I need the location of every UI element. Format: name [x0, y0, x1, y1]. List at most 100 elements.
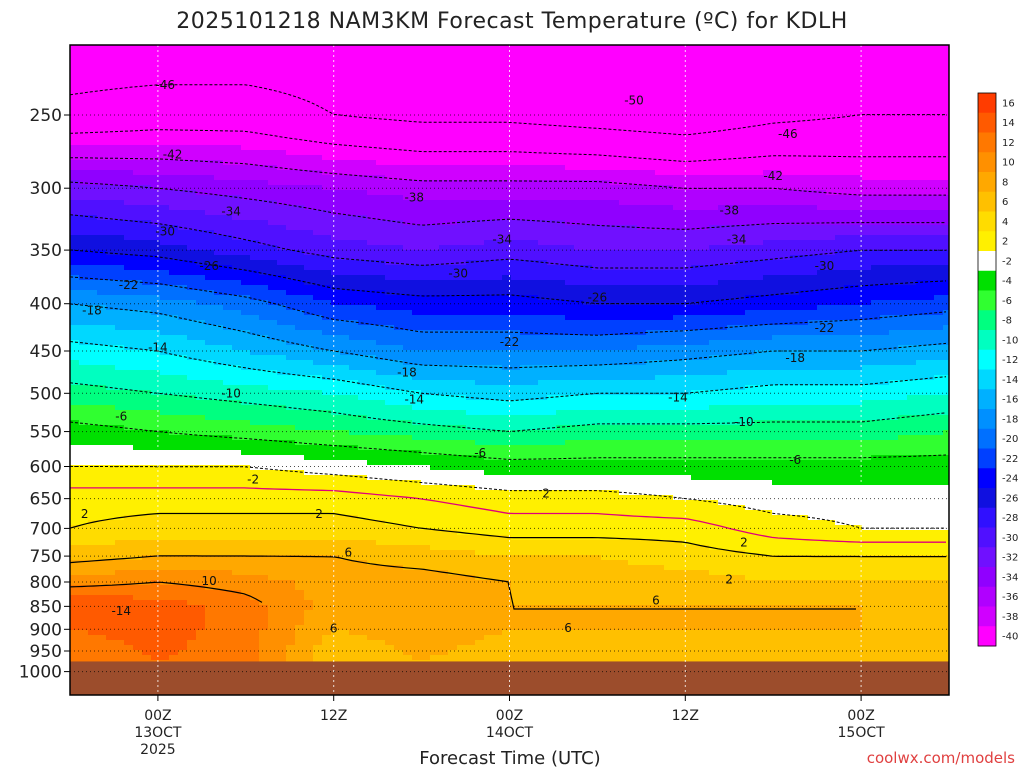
temperature-cell	[214, 350, 224, 356]
temperature-cell	[196, 540, 206, 546]
temperature-cell	[277, 455, 287, 461]
temperature-cell	[241, 615, 251, 621]
temperature-cell	[169, 600, 179, 606]
temperature-cell	[313, 430, 323, 436]
temperature-cell	[232, 290, 242, 296]
temperature-cell	[385, 605, 395, 611]
temperature-cell	[403, 435, 413, 441]
temperature-cell	[241, 75, 251, 81]
temperature-cell	[313, 630, 323, 636]
temperature-cell	[79, 560, 89, 566]
temperature-cell	[367, 230, 377, 236]
temperature-cell	[232, 425, 242, 431]
temperature-cell	[133, 455, 143, 461]
temperature-cell	[169, 305, 179, 311]
temperature-cell	[214, 90, 224, 96]
temperature-cell	[79, 280, 89, 286]
temperature-cell	[241, 195, 251, 201]
temperature-cell	[106, 365, 116, 371]
temperature-cell	[277, 240, 287, 246]
temperature-cell	[160, 105, 170, 111]
temperature-cell	[250, 275, 260, 281]
temperature-cell	[205, 265, 215, 271]
temperature-cell	[88, 565, 98, 571]
temperature-cell	[214, 195, 224, 201]
temperature-cell	[115, 360, 125, 366]
temperature-cell	[277, 640, 287, 646]
temperature-cell	[394, 320, 404, 326]
temperature-cell	[295, 510, 305, 516]
temperature-cell	[133, 280, 143, 286]
temperature-cell	[70, 555, 80, 561]
temperature-cell	[394, 290, 404, 296]
temperature-cell	[160, 380, 170, 386]
temperature-cell	[295, 460, 305, 466]
temperature-cell	[79, 370, 89, 376]
temperature-cell	[403, 50, 413, 56]
temperature-cell	[160, 185, 170, 191]
temperature-cell	[124, 645, 134, 651]
temperature-cell	[322, 455, 332, 461]
temperature-cell	[97, 640, 107, 646]
temperature-cell	[133, 130, 143, 136]
temperature-cell	[331, 485, 341, 491]
temperature-cell	[223, 600, 233, 606]
temperature-cell	[358, 575, 368, 581]
temperature-cell	[385, 390, 395, 396]
temperature-cell	[268, 290, 278, 296]
temperature-cell	[286, 290, 296, 296]
temperature-cell	[403, 410, 413, 416]
temperature-cell	[106, 635, 116, 641]
temperature-cell	[169, 430, 179, 436]
temperature-cell	[142, 615, 152, 621]
temperature-cell	[403, 330, 413, 336]
temperature-cell	[160, 280, 170, 286]
temperature-cell	[295, 70, 305, 76]
temperature-cell	[268, 140, 278, 146]
temperature-cell	[97, 185, 107, 191]
temperature-cell	[268, 510, 278, 516]
temperature-cell	[88, 425, 98, 431]
temperature-cell	[358, 115, 368, 121]
temperature-cell	[205, 530, 215, 536]
temperature-cell	[160, 510, 170, 516]
temperature-cell	[340, 170, 350, 176]
temperature-cell	[97, 205, 107, 211]
temperature-cell	[79, 85, 89, 91]
temperature-cell	[241, 470, 251, 476]
temperature-cell	[358, 265, 368, 271]
temperature-cell	[376, 285, 386, 291]
temperature-cell	[79, 175, 89, 181]
temperature-cell	[322, 570, 332, 576]
temperature-cell	[178, 320, 188, 326]
temperature-cell	[124, 110, 134, 116]
temperature-cell	[295, 230, 305, 236]
temperature-cell	[70, 550, 80, 556]
temperature-cell	[340, 590, 350, 596]
temperature-cell	[97, 605, 107, 611]
temperature-cell	[277, 270, 287, 276]
temperature-cell	[115, 510, 125, 516]
temperature-cell	[376, 105, 386, 111]
temperature-cell	[178, 620, 188, 626]
temperature-cell	[88, 150, 98, 156]
temperature-cell	[160, 155, 170, 161]
temperature-cell	[169, 260, 179, 266]
temperature-cell	[394, 540, 404, 546]
temperature-cell	[394, 460, 404, 466]
temperature-cell	[160, 165, 170, 171]
temperature-cell	[250, 435, 260, 441]
temperature-cell	[196, 355, 206, 361]
temperature-cell	[313, 415, 323, 421]
temperature-cell	[304, 230, 314, 236]
temperature-cell	[241, 345, 251, 351]
temperature-cell	[169, 425, 179, 431]
temperature-cell	[124, 310, 134, 316]
temperature-cell	[394, 455, 404, 461]
temperature-cell	[151, 145, 161, 151]
temperature-cell	[403, 475, 413, 481]
temperature-cell	[214, 160, 224, 166]
temperature-cell	[394, 355, 404, 361]
temperature-cell	[214, 330, 224, 336]
temperature-cell	[124, 270, 134, 276]
